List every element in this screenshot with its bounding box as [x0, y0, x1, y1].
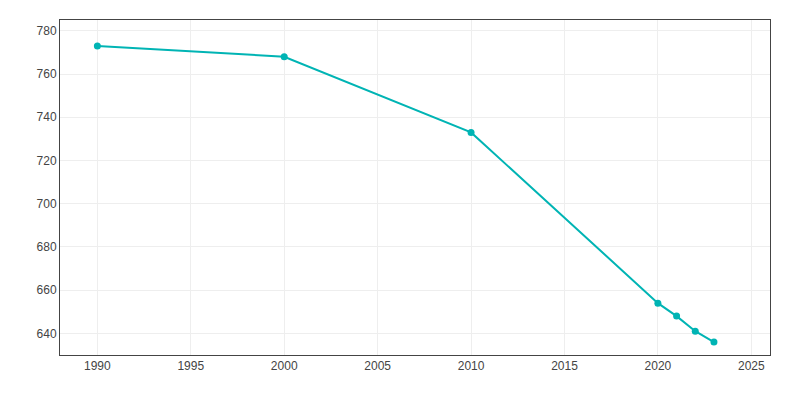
- svg-text:640: 640: [37, 327, 57, 341]
- svg-text:2025: 2025: [738, 359, 765, 373]
- svg-text:2020: 2020: [645, 359, 672, 373]
- svg-text:2010: 2010: [458, 359, 485, 373]
- svg-text:740: 740: [37, 110, 57, 124]
- svg-text:2000: 2000: [271, 359, 298, 373]
- svg-text:700: 700: [37, 197, 57, 211]
- svg-text:1990: 1990: [84, 359, 111, 373]
- svg-text:1995: 1995: [177, 359, 204, 373]
- svg-text:660: 660: [37, 283, 57, 297]
- svg-text:2005: 2005: [364, 359, 391, 373]
- svg-text:680: 680: [37, 240, 57, 254]
- svg-text:780: 780: [37, 24, 57, 38]
- svg-text:760: 760: [37, 67, 57, 81]
- svg-text:720: 720: [37, 154, 57, 168]
- svg-text:2015: 2015: [551, 359, 578, 373]
